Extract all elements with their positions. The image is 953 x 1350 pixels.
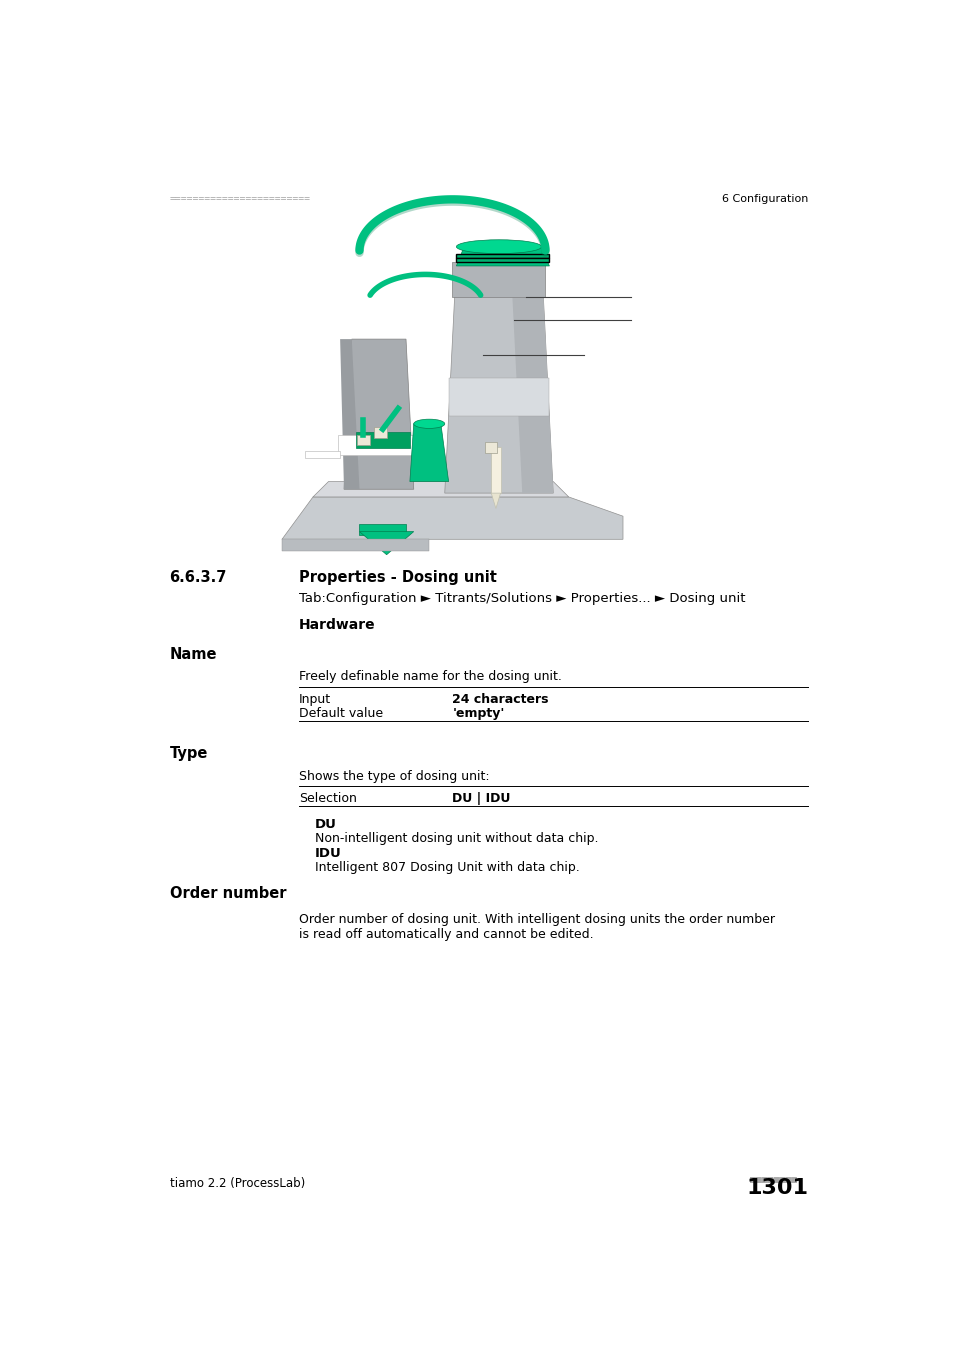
Ellipse shape (456, 240, 541, 254)
Text: 'empty': 'empty' (452, 707, 504, 720)
Polygon shape (344, 339, 414, 489)
Text: Input: Input (298, 694, 331, 706)
Polygon shape (359, 524, 406, 536)
Polygon shape (510, 262, 553, 493)
Text: ■■■■■■■■: ■■■■■■■■ (749, 1176, 797, 1185)
Text: DU: DU (314, 818, 336, 832)
FancyBboxPatch shape (456, 258, 549, 262)
Polygon shape (410, 424, 448, 482)
Text: 6.6.3.7: 6.6.3.7 (170, 570, 227, 585)
Polygon shape (456, 247, 549, 266)
FancyBboxPatch shape (452, 262, 545, 297)
FancyBboxPatch shape (374, 427, 386, 437)
Text: Type: Type (170, 745, 208, 760)
Text: Shows the type of dosing unit:: Shows the type of dosing unit: (298, 771, 489, 783)
Text: Intelligent 807 Dosing Unit with data chip.: Intelligent 807 Dosing Unit with data ch… (314, 861, 578, 875)
Text: IDU: IDU (314, 848, 341, 860)
Text: 24 characters: 24 characters (452, 694, 548, 706)
Polygon shape (355, 432, 410, 448)
Text: Default value: Default value (298, 707, 383, 720)
Text: Properties - Dosing unit: Properties - Dosing unit (298, 570, 497, 585)
Text: Tab:Configuration ► Titrants/Solutions ► Properties... ► Dosing unit: Tab:Configuration ► Titrants/Solutions ►… (298, 591, 744, 605)
Text: tiamo 2.2 (ProcessLab): tiamo 2.2 (ProcessLab) (170, 1177, 305, 1189)
Text: Name: Name (170, 647, 217, 662)
FancyBboxPatch shape (484, 443, 497, 454)
Polygon shape (359, 532, 414, 555)
Text: Non-intelligent dosing unit without data chip.: Non-intelligent dosing unit without data… (314, 832, 598, 845)
FancyBboxPatch shape (491, 447, 500, 493)
FancyBboxPatch shape (456, 254, 549, 258)
Text: 6 Configuration: 6 Configuration (721, 194, 807, 204)
FancyBboxPatch shape (337, 435, 415, 455)
Polygon shape (282, 497, 622, 539)
Polygon shape (444, 262, 553, 493)
Polygon shape (313, 482, 568, 497)
FancyBboxPatch shape (356, 435, 369, 446)
Text: Selection: Selection (298, 792, 356, 805)
Polygon shape (305, 451, 340, 459)
Polygon shape (282, 539, 429, 551)
Polygon shape (491, 493, 500, 509)
Text: Freely definable name for the dosing unit.: Freely definable name for the dosing uni… (298, 670, 561, 683)
Polygon shape (340, 339, 359, 489)
Text: Hardware: Hardware (298, 618, 375, 632)
Text: DU | IDU: DU | IDU (452, 792, 511, 805)
Text: Order number of dosing unit. With intelligent dosing units the order number
is r: Order number of dosing unit. With intell… (298, 913, 774, 941)
Text: Order number: Order number (170, 886, 286, 900)
Text: 1301: 1301 (745, 1179, 807, 1199)
Text: ========================: ======================== (170, 194, 311, 204)
FancyBboxPatch shape (448, 378, 549, 416)
Ellipse shape (414, 420, 444, 428)
